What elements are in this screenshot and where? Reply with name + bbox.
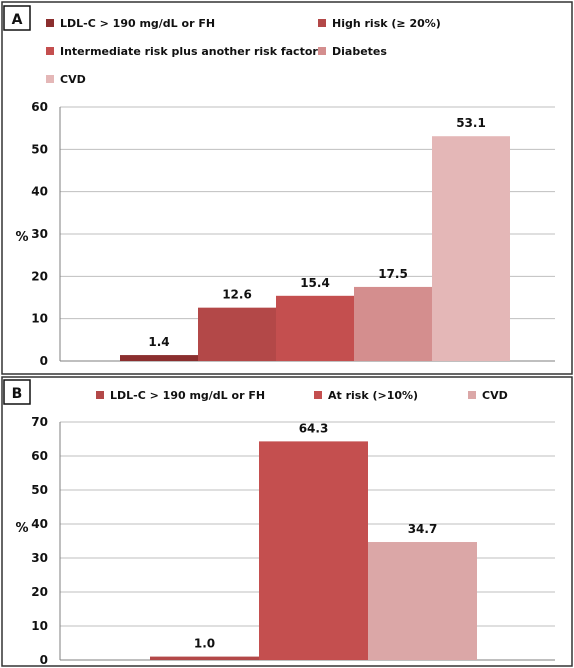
legend-swatch-a-3	[318, 47, 326, 55]
legend-label-a-2: Intermediate risk plus another risk fact…	[60, 45, 318, 58]
panel-b: B LDL-C > 190 mg/dL or FH At risk (>10%) C…	[1, 376, 573, 667]
y-tick-label-b-2: 20	[31, 585, 48, 599]
legend-swatch-a-4	[46, 75, 54, 83]
y-tick-label-b-1: 10	[31, 619, 48, 633]
bar-b-2	[368, 542, 477, 660]
bars-b: 1.0 64.3 34.7	[150, 421, 477, 660]
y-axis-label-a: %	[15, 230, 28, 245]
y-ticks-b: 0 10 20 30 40 50 60 70	[31, 415, 48, 667]
data-label-a-0: 1.4	[148, 335, 169, 349]
y-tick-label-b-4: 40	[31, 517, 48, 531]
data-label-a-2: 15.4	[300, 276, 330, 290]
data-label-a-4: 53.1	[456, 116, 486, 130]
legend-swatch-a-0	[46, 19, 54, 27]
y-tick-label-a-0: 0	[40, 354, 48, 368]
legend-label-b-0: LDL-C > 190 mg/dL or FH	[110, 389, 265, 402]
bar-a-3	[354, 286, 432, 361]
panel-a-tag: A	[12, 12, 23, 28]
legend-swatch-a-2	[46, 47, 54, 55]
y-tick-label-a-4: 40	[31, 185, 48, 199]
y-tick-label-a-3: 30	[31, 227, 48, 241]
y-tick-label-b-3: 30	[31, 551, 48, 565]
data-label-b-1: 64.3	[299, 421, 329, 435]
bar-b-1	[259, 441, 368, 660]
bars-a: 1.4 12.6 15.4 17.5 53.1	[120, 116, 510, 361]
data-label-a-3: 17.5	[378, 267, 408, 281]
y-tick-label-b-6: 60	[31, 449, 48, 463]
bar-a-1	[198, 307, 276, 361]
data-label-a-1: 12.6	[222, 288, 252, 302]
legend-swatch-a-1	[318, 19, 326, 27]
legend-label-b-2: CVD	[482, 389, 508, 402]
data-label-b-2: 34.7	[408, 522, 438, 536]
y-tick-label-a-1: 10	[31, 312, 48, 326]
bar-b-0	[150, 656, 259, 660]
y-tick-label-b-5: 50	[31, 483, 48, 497]
legend-label-a-1: High risk (≥ 20%)	[332, 17, 441, 30]
legend-label-a-4: CVD	[60, 73, 86, 86]
y-tick-label-a-2: 20	[31, 269, 48, 283]
y-ticks-a: 0 10 20 30 40 50 60	[31, 100, 48, 368]
y-tick-label-b-7: 70	[31, 415, 48, 429]
legend-swatch-b-0	[96, 391, 104, 399]
legend-label-a-3: Diabetes	[332, 45, 387, 58]
y-tick-label-b-0: 0	[40, 653, 48, 667]
bar-a-0	[120, 355, 198, 361]
data-label-b-0: 1.0	[194, 637, 215, 651]
y-tick-label-a-5: 50	[31, 142, 48, 156]
panel-b-tag: B	[12, 386, 23, 402]
legend-swatch-b-1	[314, 391, 322, 399]
y-tick-label-a-6: 60	[31, 100, 48, 114]
legend-a: LDL-C > 190 mg/dL or FH High risk (≥ 20%)…	[46, 17, 441, 86]
y-axis-label-b: %	[15, 521, 28, 536]
legend-label-b-1: At risk (>10%)	[328, 389, 418, 402]
legend-label-a-0: LDL-C > 190 mg/dL or FH	[60, 17, 215, 30]
panel-a-tag-box	[3, 5, 31, 31]
legend-b: LDL-C > 190 mg/dL or FH At risk (>10%) CVD	[96, 389, 508, 402]
panel-a: A LDL-C > 190 mg/dL or FH High risk (≥ 20…	[1, 1, 573, 375]
legend-swatch-b-2	[468, 391, 476, 399]
bar-a-2	[276, 295, 354, 361]
bar-a-4	[432, 136, 510, 361]
panel-b-tag-box	[3, 379, 31, 405]
